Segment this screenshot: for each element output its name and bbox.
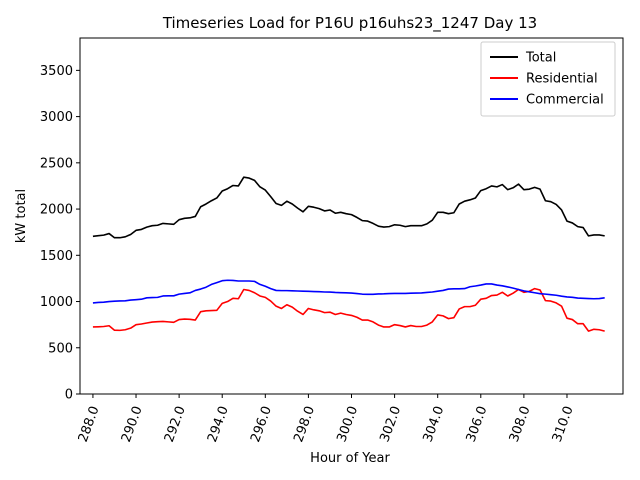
legend: Total Residential Commercial: [480, 41, 616, 117]
x-axis-label: Hour of Year: [310, 451, 390, 466]
x-tick-label: 298.0: [291, 404, 318, 444]
y-tick-label: 500: [48, 341, 73, 356]
series-line-commercial: [92, 279, 605, 304]
y-tick-label: 0: [65, 388, 73, 403]
x-tick-label: 290.0: [119, 404, 146, 444]
x-tick-label: 296.0: [248, 404, 275, 444]
series-line-total: [92, 176, 605, 239]
y-tick-label: 2000: [40, 203, 73, 218]
x-tick-label: 294.0: [205, 404, 232, 444]
series-line-residential: [92, 287, 605, 332]
legend-label-residential: Residential: [526, 72, 598, 87]
x-tick-label: 310.0: [550, 404, 577, 444]
x-axis: 288.0 290.0 292.0 294.0 296.0 298.0 300.0 302.0…: [76, 394, 577, 444]
y-tick-label: 3000: [40, 110, 73, 125]
y-tick-label: 3500: [40, 64, 73, 79]
x-tick-label: 288.0: [76, 404, 103, 444]
x-tick-label: 306.0: [464, 404, 491, 444]
x-tick-label: 302.0: [377, 404, 404, 444]
y-tick-label: 1000: [40, 295, 73, 310]
x-tick-label: 300.0: [334, 404, 361, 444]
x-tick-label: 292.0: [162, 404, 189, 444]
legend-label-commercial: Commercial: [526, 93, 604, 108]
y-tick-label: 1500: [40, 249, 73, 264]
x-tick-label: 304.0: [421, 404, 448, 444]
chart-title: Timeseries Load for P16U p16uhs23_1247 D…: [162, 14, 537, 33]
series-layer: [92, 176, 605, 332]
y-axis: 0 500 1000 1500 2000 2500 3000 3500: [40, 64, 80, 403]
legend-label-total: Total: [525, 51, 556, 66]
y-tick-label: 2500: [40, 156, 73, 171]
y-axis-label: kW total: [14, 189, 29, 243]
x-tick-label: 308.0: [507, 404, 534, 444]
legend-box: [480, 41, 616, 117]
